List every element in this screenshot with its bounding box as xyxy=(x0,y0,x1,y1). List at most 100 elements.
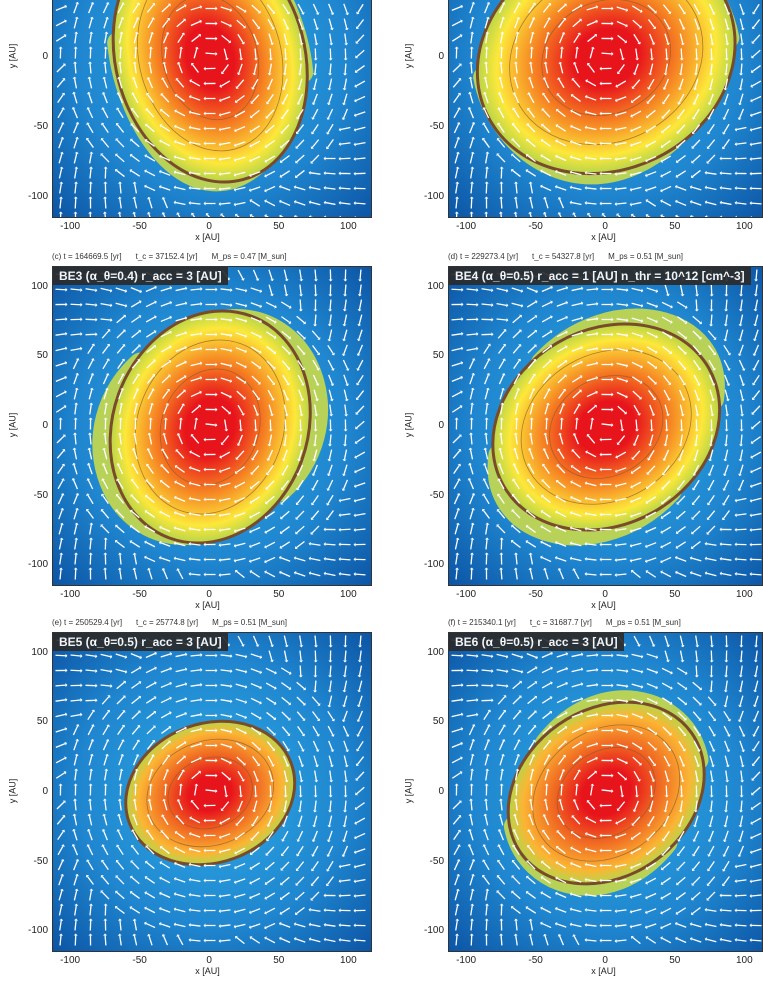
velocity-arrow xyxy=(356,34,365,43)
velocity-arrow xyxy=(253,434,258,445)
arrow-head xyxy=(485,753,490,757)
velocity-arrow xyxy=(708,123,715,134)
velocity-arrow xyxy=(132,740,139,751)
arrow-head xyxy=(696,398,701,402)
arrow-head xyxy=(190,62,195,66)
velocity-arrow xyxy=(357,3,364,14)
velocity-arrow xyxy=(145,286,156,293)
velocity-arrow xyxy=(131,726,140,735)
velocity-arrow xyxy=(355,202,366,205)
velocity-arrow xyxy=(754,299,759,310)
arrow-head xyxy=(145,829,150,833)
velocity-arrow xyxy=(452,64,461,73)
arrow-head xyxy=(611,407,614,412)
velocity-arrow xyxy=(265,697,276,704)
velocity-arrow xyxy=(512,711,521,720)
velocity-arrow xyxy=(692,711,701,720)
arrow-head xyxy=(89,522,94,525)
velocity-arrow xyxy=(677,139,686,148)
velocity-arrow xyxy=(340,513,351,516)
velocity-arrow xyxy=(357,710,364,721)
disk xyxy=(506,700,706,886)
velocity-arrow xyxy=(739,710,744,721)
velocity-arrow xyxy=(235,481,246,488)
velocity-arrow xyxy=(250,557,261,562)
velocity-arrow xyxy=(131,846,140,855)
arrow-head xyxy=(584,572,587,576)
arrow-head xyxy=(545,402,550,406)
velocity-arrow xyxy=(161,375,170,384)
x-tick: -100 xyxy=(456,589,477,600)
arrow-head xyxy=(712,718,717,722)
arrow-head xyxy=(167,374,171,378)
arrow-head xyxy=(584,170,587,175)
arrow-head xyxy=(691,516,695,520)
velocity-field xyxy=(55,1,366,217)
arrow-head xyxy=(218,543,221,548)
arrow-head xyxy=(580,286,584,291)
arrow-head xyxy=(578,389,582,393)
velocity-arrow xyxy=(252,635,259,646)
arrow-head xyxy=(342,309,347,312)
arrow-head xyxy=(89,151,94,154)
arrow-head xyxy=(74,753,79,757)
velocity-arrow xyxy=(649,63,654,74)
velocity-arrow xyxy=(220,728,231,733)
arrow-head xyxy=(308,571,312,576)
velocity-arrow xyxy=(631,668,642,673)
velocity-arrow xyxy=(753,710,760,721)
velocity-arrow xyxy=(513,93,520,104)
velocity-arrow xyxy=(281,510,290,519)
arrow-head xyxy=(501,753,505,757)
velocity-arrow xyxy=(88,755,93,766)
velocity-arrow xyxy=(483,510,490,519)
velocity-arrow xyxy=(281,495,290,504)
arrow-head xyxy=(626,348,629,353)
velocity-arrow xyxy=(118,18,123,29)
arrow-head xyxy=(556,464,560,468)
velocity-arrow xyxy=(631,156,642,161)
arrow-head xyxy=(498,211,503,214)
velocity-arrow xyxy=(220,6,231,11)
arrow-head xyxy=(273,335,277,339)
arrow-head xyxy=(130,494,134,498)
arrow-head xyxy=(95,654,98,659)
arrow-head xyxy=(528,432,533,435)
velocity-arrow xyxy=(265,200,276,207)
velocity-arrow xyxy=(343,93,348,104)
arrow-head xyxy=(569,170,573,175)
velocity-arrow xyxy=(147,755,154,766)
velocity-arrow xyxy=(310,572,321,577)
velocity-arrow xyxy=(251,109,260,118)
arrow-head xyxy=(255,42,260,45)
arrow-head xyxy=(220,213,224,217)
velocity-arrow xyxy=(527,124,536,133)
arrow-head xyxy=(203,938,206,943)
arrow-head xyxy=(244,654,248,659)
velocity-arrow xyxy=(280,541,291,548)
arrow-head xyxy=(294,545,298,550)
arrow-head xyxy=(457,92,461,96)
velocity-arrow xyxy=(220,528,231,531)
arrow-head xyxy=(611,21,614,26)
arrow-head xyxy=(238,429,243,432)
arrow-head xyxy=(325,146,330,150)
velocity-arrow xyxy=(312,108,319,119)
arrow-head xyxy=(146,92,150,96)
velocity-arrow xyxy=(454,138,459,149)
velocity-arrow xyxy=(498,740,505,751)
arrow-head xyxy=(734,156,737,161)
velocity-arrow xyxy=(755,650,758,661)
arrow-head xyxy=(74,918,78,921)
velocity-arrow xyxy=(280,170,291,177)
arrow-head xyxy=(244,715,248,720)
velocity-arrow xyxy=(647,375,656,384)
arrow-head xyxy=(166,754,171,758)
velocity-arrow xyxy=(100,669,111,672)
velocity-arrow xyxy=(751,157,762,160)
velocity-arrow xyxy=(469,464,474,475)
arrow-head xyxy=(484,46,489,49)
velocity-field xyxy=(451,1,762,217)
arrow-head xyxy=(326,117,331,120)
arrow-head xyxy=(194,46,199,50)
